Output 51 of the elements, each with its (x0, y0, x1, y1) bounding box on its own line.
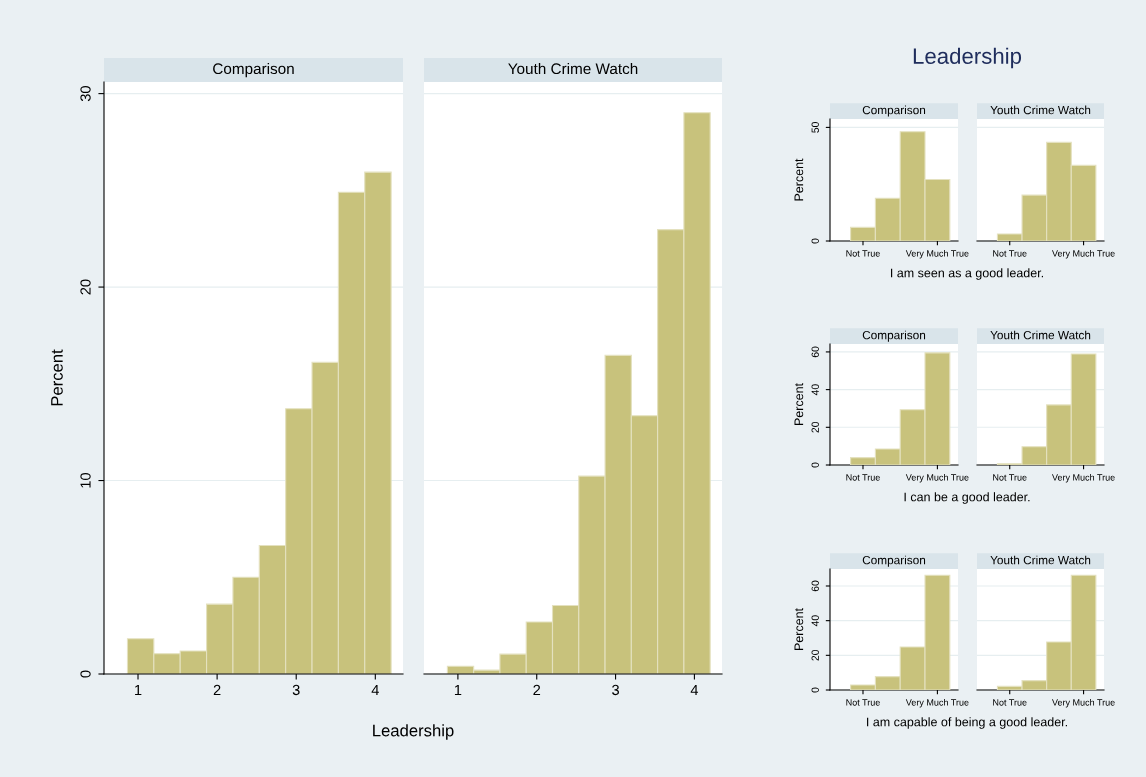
y-axis-title: Percent (794, 383, 804, 426)
y-tick-label: 0 (811, 238, 819, 244)
x-axis-title: I am seen as a good leader. (891, 268, 1043, 280)
chart-title: Youth Crime Watch (990, 105, 1091, 115)
chart-title: Comparison (862, 330, 926, 342)
x-tick-label: Very Much True (905, 474, 969, 483)
x-tick-label: 4 (690, 684, 699, 695)
x-tick-label: Not True (846, 474, 880, 481)
y-tick-label: 40 (811, 384, 819, 396)
x-axis-title: Leadership (373, 724, 454, 740)
x-tick-label: 3 (612, 684, 619, 696)
x-tick-label: 4 (371, 684, 379, 695)
x-tick-label: 1 (135, 684, 142, 695)
text: Leadership (913, 47, 1022, 69)
x-tick-label: Not True (993, 250, 1027, 257)
y-tick-label: 50 (811, 122, 819, 133)
y-tick-label: 20 (811, 421, 819, 433)
x-tick-label: Very Much True (905, 250, 969, 259)
y-tick-label: 20 (80, 279, 91, 295)
x-axis-title: I am capable of being a good leader. (867, 717, 1067, 729)
x-tick-label: 1 (454, 684, 462, 695)
x-tick-label: Very Much True (905, 699, 969, 708)
y-tick-label: 30 (80, 86, 91, 102)
x-tick-label: Not True (846, 250, 880, 257)
chart-title: Comparison (862, 105, 926, 117)
chart-title: Comparison (862, 555, 926, 567)
y-tick-label: 60 (811, 580, 819, 592)
x-tick-label: 3 (292, 684, 300, 696)
x-tick-label: 2 (213, 684, 221, 695)
chart-title: Comparison (213, 62, 294, 78)
chart-title: Youth Crime Watch (990, 330, 1091, 340)
y-tick-label: 40 (811, 615, 819, 627)
x-tick-label: 2 (533, 684, 541, 695)
chart-title: Youth Crime Watch (990, 555, 1091, 565)
chart-title: Youth Crime Watch (508, 62, 638, 75)
x-tick-label: Not True (993, 474, 1027, 481)
y-tick-label: 10 (80, 473, 91, 488)
y-axis-title: Percent (51, 349, 63, 406)
x-tick-label: Not True (846, 699, 880, 706)
x-tick-label: Very Much True (1052, 250, 1115, 259)
y-axis-title: Percent (794, 158, 804, 201)
y-axis-title: Percent (794, 608, 804, 651)
x-tick-label: Very Much True (1052, 699, 1115, 708)
y-tick-label: 0 (811, 687, 819, 693)
y-tick-label: 0 (811, 462, 819, 468)
x-tick-label: Very Much True (1052, 474, 1115, 483)
y-tick-label: 60 (811, 346, 819, 358)
x-tick-label: Not True (993, 699, 1027, 706)
y-tick-label: 20 (811, 649, 819, 661)
y-tick-label: 0 (80, 670, 91, 678)
x-axis-title: I can be a good leader. (904, 492, 1030, 504)
